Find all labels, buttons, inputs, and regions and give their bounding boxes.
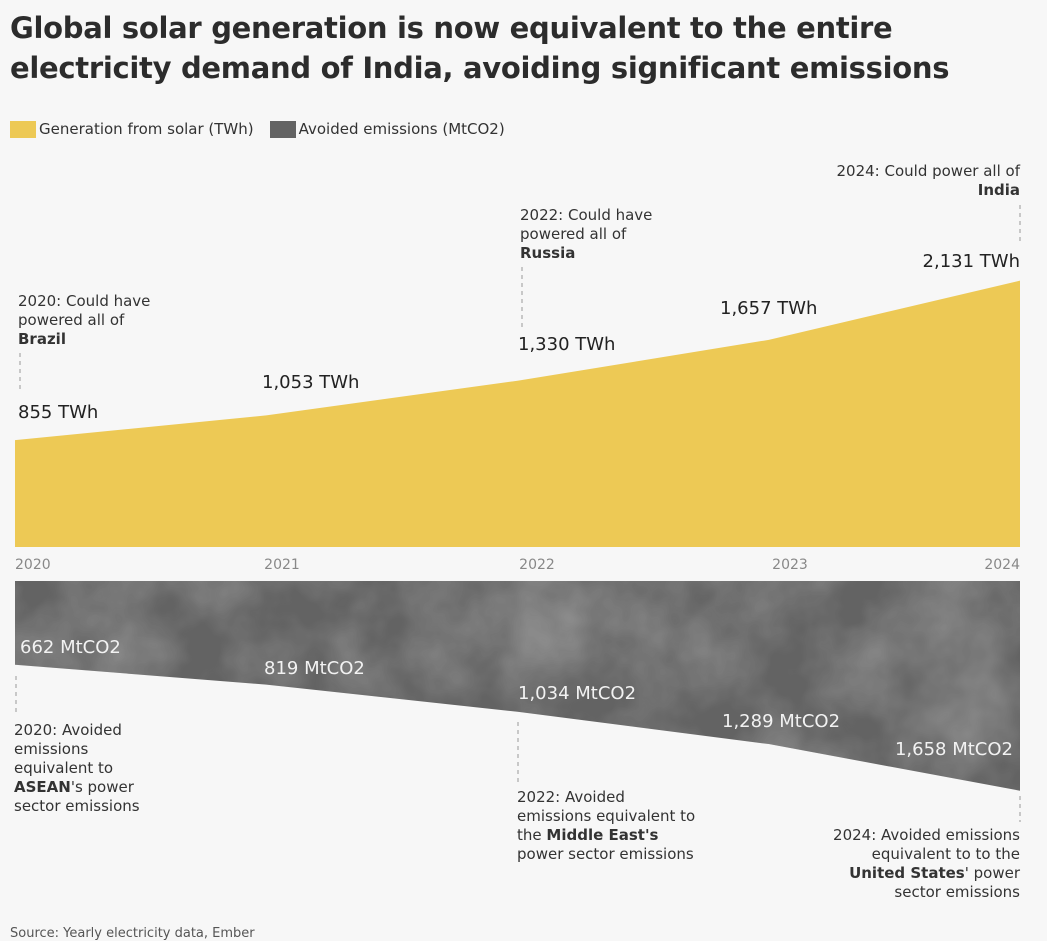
annotation-emissions-2024: 2024: Avoided emissions equivalent to to… <box>820 826 1020 902</box>
annotation-solar-2024-country: India <box>977 181 1020 199</box>
annotation-solar-2022-text: 2022: Could have powered all of <box>520 206 653 243</box>
legend: Generation from solar (TWh) Avoided emis… <box>10 120 521 138</box>
x-tick-label-2023: 2023 <box>772 557 808 573</box>
solar-value-label-2024: 2,131 TWh <box>923 251 1020 272</box>
chart-title: Global solar generation is now equivalen… <box>10 11 950 85</box>
annotation-solar-2020-text: 2020: Could have powered all of <box>18 292 151 329</box>
solar-value-label-2022: 1,330 TWh <box>518 334 615 355</box>
annotation-solar-2022: 2022: Could have powered all of Russia <box>520 206 670 263</box>
solar-value-label-2021: 1,053 TWh <box>262 372 359 393</box>
x-tick-label-2020: 2020 <box>15 557 51 573</box>
annotation-emissions-2024-region: United States <box>849 864 965 882</box>
annotation-solar-2022-country: Russia <box>520 244 576 262</box>
annotation-solar-2020-country: Brazil <box>18 330 66 348</box>
legend-label-emissions: Avoided emissions (MtCO2) <box>298 120 505 138</box>
annotation-emissions-2020: 2020: Avoided emissions equivalent to AS… <box>14 721 169 816</box>
annotation-solar-2024: 2024: Could power all of India <box>830 162 1021 200</box>
x-tick-label-2024: 2024 <box>984 557 1020 573</box>
annotation-emissions-2024-text: 2024: Avoided emissions equivalent to to… <box>833 826 1020 863</box>
annotation-emissions-2022-text: 2022: Avoided emissions equivalent to th… <box>517 788 696 844</box>
annotation-emissions-2022: 2022: Avoided emissions equivalent to th… <box>517 788 697 864</box>
legend-item-emissions: Avoided emissions (MtCO2) <box>269 120 505 138</box>
solar-value-label-2020: 855 TWh <box>18 402 98 423</box>
annotation-emissions-2020-region: ASEAN <box>14 778 71 796</box>
annotation-emissions-2022-suffix: power sector emissions <box>517 845 694 863</box>
annotation-solar-2020: 2020: Could have powered all of Brazil <box>18 292 178 349</box>
legend-label-solar: Generation from solar (TWh) <box>39 120 254 138</box>
legend-swatch-emissions <box>269 120 296 138</box>
legend-item-solar: Generation from solar (TWh) <box>10 120 254 138</box>
x-tick-label-2021: 2021 <box>264 557 300 573</box>
emissions-value-label-2024: 1,658 MtCO2 <box>895 739 1013 760</box>
legend-swatch-solar <box>10 120 36 138</box>
emissions-value-label-2021: 819 MtCO2 <box>264 658 365 679</box>
annotation-solar-2024-text: 2024: Could power all of <box>836 162 1021 180</box>
annotation-emissions-2020-suffix: 's power sector emissions <box>14 778 140 815</box>
emissions-value-label-2022: 1,034 MtCO2 <box>518 683 636 704</box>
annotation-emissions-2022-region: Middle East's <box>546 826 659 844</box>
solar-value-label-2023: 1,657 TWh <box>720 298 817 319</box>
annotation-emissions-2020-text: 2020: Avoided emissions equivalent to <box>14 721 122 777</box>
emissions-value-label-2020: 662 MtCO2 <box>20 637 121 658</box>
source-note: Source: Yearly electricity data, Ember <box>10 926 255 941</box>
solar-area <box>15 280 1020 547</box>
x-tick-label-2022: 2022 <box>519 557 555 573</box>
emissions-value-label-2023: 1,289 MtCO2 <box>722 711 840 732</box>
annotation-emissions-2024-suffix: ' power sector emissions <box>894 864 1020 901</box>
